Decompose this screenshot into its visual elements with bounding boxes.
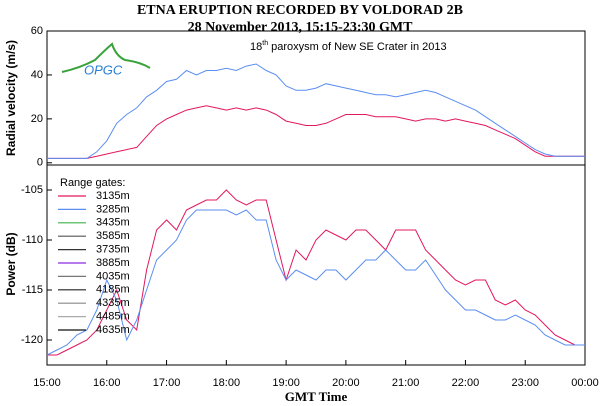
legend-label: 4335m <box>96 297 130 309</box>
annotation: 18th paroxysm of New SE Crater in 2013 <box>250 40 447 53</box>
y-tick-label: 0 <box>37 157 43 169</box>
logo: OPGC <box>84 62 123 77</box>
y-axis-label: Radial velocity (m/s) <box>4 40 18 156</box>
logo-swoosh <box>61 42 151 73</box>
legend-label: 3285m <box>96 203 130 215</box>
x-tick-label: 15:00 <box>33 377 61 389</box>
series-line <box>47 63 585 159</box>
legend-label: 3735m <box>96 244 130 256</box>
chart-title: ETNA ERUPTION RECORDED BY VOLDORAD 2B <box>137 3 463 18</box>
x-tick-label: 21:00 <box>392 377 420 389</box>
x-axis-label: GMT Time <box>285 389 348 404</box>
series-line <box>46 209 585 356</box>
y-tick-label: 60 <box>31 25 43 37</box>
x-tick-label: 00:00 <box>571 377 599 389</box>
x-tick-label: 18:00 <box>213 377 241 389</box>
series-line <box>47 189 585 356</box>
legend-label: 4035m <box>96 270 130 282</box>
y-axis-label: Power (dB) <box>4 232 18 295</box>
legend-title: Range gates: <box>60 177 125 189</box>
plot-frame <box>46 164 586 366</box>
x-tick-label: 19:00 <box>272 377 300 389</box>
legend-label: 4485m <box>96 311 130 323</box>
chart-subtitle: 28 November 2013, 15:15-23:30 GMT <box>188 20 414 35</box>
x-tick-label: 17:00 <box>153 377 181 389</box>
y-tick-label: 40 <box>31 69 43 81</box>
x-tick-label: 16:00 <box>93 377 121 389</box>
series-line <box>47 105 585 159</box>
y-tick-label: -115 <box>22 284 43 296</box>
x-tick-label: 23:00 <box>511 377 539 389</box>
x-tick-label: 22:00 <box>452 377 480 389</box>
y-tick-label: -105 <box>21 184 43 196</box>
annotation-number: 18 <box>250 41 262 53</box>
legend-label: 3135m <box>96 190 130 202</box>
y-tick-label: -120 <box>21 334 43 346</box>
legend-label: 3585m <box>96 230 130 242</box>
y-tick-label: -110 <box>22 234 43 246</box>
annotation-text: paroxysm of New SE Crater in 2013 <box>268 41 447 53</box>
legend-label: 4635m <box>96 324 130 336</box>
legend-label: 3885m <box>96 257 130 269</box>
annotation-suffix: th <box>262 40 268 47</box>
x-tick-label: 20:00 <box>332 377 360 389</box>
legend-label: 3435m <box>96 217 130 229</box>
y-tick-label: 20 <box>31 113 43 125</box>
legend-label: 4185m <box>96 284 130 296</box>
